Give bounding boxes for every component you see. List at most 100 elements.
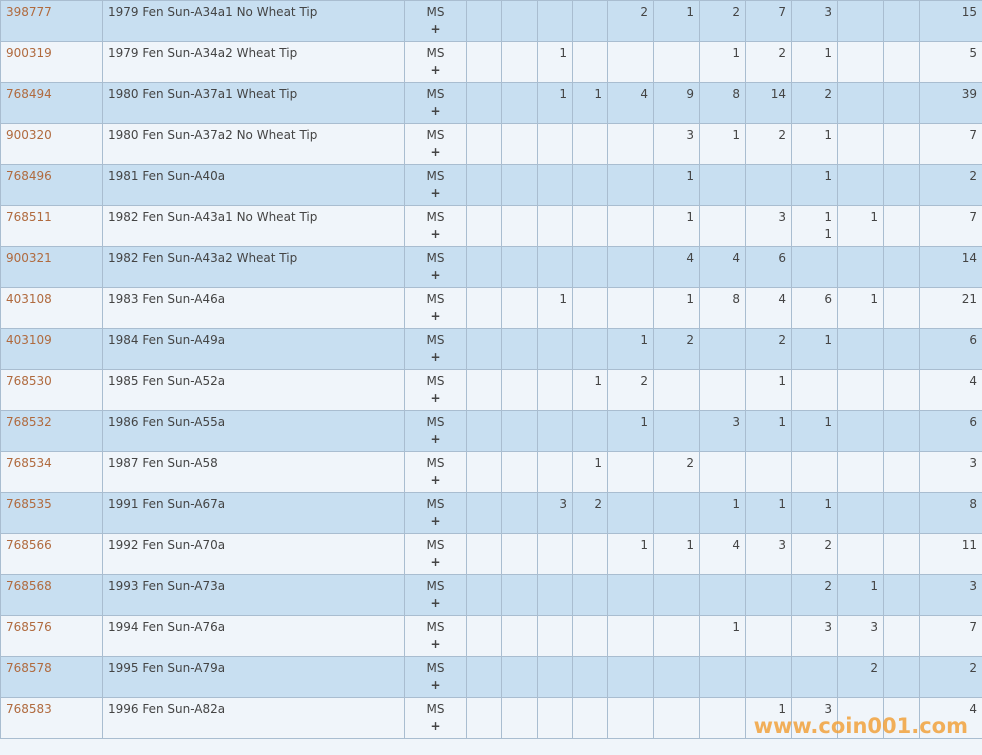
grade-count-cell <box>883 533 920 575</box>
description-cell: 1984 Fen Sun-A49a <box>102 328 405 370</box>
total-cell: 7 <box>919 205 982 247</box>
grade-cell: MS + <box>404 492 467 534</box>
total-cell: 4 <box>919 369 982 411</box>
coin-id-link[interactable]: 768496 <box>6 169 52 183</box>
grade-count-cell: 2 <box>653 328 700 370</box>
grade-count-cell <box>883 451 920 493</box>
grade-count-cell <box>837 246 884 288</box>
coin-id-link[interactable]: 768534 <box>6 456 52 470</box>
grade-count-cell <box>501 287 538 329</box>
grade-count-cell <box>466 697 502 739</box>
grade-count-cell: 2 <box>607 369 654 411</box>
coin-id-link[interactable]: 768566 <box>6 538 52 552</box>
grade-count-cell <box>883 615 920 657</box>
coin-id-link[interactable]: 768532 <box>6 415 52 429</box>
grade-count-cell: 1 <box>572 451 608 493</box>
grade-count-cell: 1 <box>791 410 838 452</box>
plus-expand-button[interactable]: + <box>430 719 441 733</box>
plus-expand-button[interactable]: + <box>430 145 441 159</box>
grade-cell: MS + <box>404 574 467 616</box>
plus-expand-button[interactable]: + <box>430 514 441 528</box>
plus-expand-button[interactable]: + <box>430 22 441 36</box>
coin-id-link[interactable]: 768511 <box>6 210 52 224</box>
grade-count-cell <box>466 492 502 534</box>
grade-count-cell: 1 <box>607 328 654 370</box>
grade-count-cell <box>699 574 746 616</box>
coin-id-link[interactable]: 398777 <box>6 5 52 19</box>
plus-expand-button[interactable]: + <box>430 637 441 651</box>
grade-count-cell: 6 <box>791 287 838 329</box>
grade-count-cell <box>699 451 746 493</box>
grade-count-cell: 3 <box>791 615 838 657</box>
grade-count-cell <box>501 328 538 370</box>
grade-label: MS <box>426 456 445 470</box>
grade-label: MS <box>426 46 445 60</box>
plus-expand-button[interactable]: + <box>430 596 441 610</box>
plus-expand-button[interactable]: + <box>430 391 441 405</box>
plus-expand-button[interactable]: + <box>430 268 441 282</box>
coin-id-link[interactable]: 900320 <box>6 128 52 142</box>
grade-count-cell: 1 <box>791 328 838 370</box>
coin-id-link[interactable]: 768576 <box>6 620 52 634</box>
grade-count-cell <box>501 82 538 124</box>
coin-id-link[interactable]: 403108 <box>6 292 52 306</box>
grade-count-cell: 1 <box>537 82 573 124</box>
grade-count-cell <box>883 574 920 616</box>
grade-count-cell: 1 <box>572 82 608 124</box>
grade-count-cell <box>537 533 573 575</box>
coin-id-link[interactable]: 403109 <box>6 333 52 347</box>
grade-count-cell <box>572 656 608 698</box>
grade-label: MS <box>426 374 445 388</box>
grade-count-cell <box>607 574 654 616</box>
grade-count-cell <box>501 697 538 739</box>
description-cell: 1980 Fen Sun-A37a2 No Wheat Tip <box>102 123 405 165</box>
grade-count-cell <box>572 205 608 247</box>
plus-expand-button[interactable]: + <box>430 63 441 77</box>
plus-expand-button[interactable]: + <box>430 432 441 446</box>
grade-count-cell <box>501 615 538 657</box>
coin-id-link[interactable]: 768494 <box>6 87 52 101</box>
grade-count-cell <box>466 205 502 247</box>
grade-count-cell: 4 <box>653 246 700 288</box>
grade-count-cell <box>466 369 502 411</box>
table-row: 900319 1979 Fen Sun-A34a2 Wheat Tip MS +1 1 2… <box>0 41 982 83</box>
plus-expand-button[interactable]: + <box>430 309 441 323</box>
plus-expand-button[interactable]: + <box>430 227 441 241</box>
plus-expand-button[interactable]: + <box>430 555 441 569</box>
total-cell: 6 <box>919 410 982 452</box>
plus-expand-button[interactable]: + <box>430 350 441 364</box>
plus-expand-button[interactable]: + <box>430 473 441 487</box>
plus-expand-button[interactable]: + <box>430 678 441 692</box>
grade-count-cell: 4 <box>699 533 746 575</box>
coin-id-link[interactable]: 768578 <box>6 661 52 675</box>
total-cell: 5 <box>919 41 982 83</box>
coin-id-link[interactable]: 768568 <box>6 579 52 593</box>
grade-count-cell <box>572 123 608 165</box>
coin-id-cell: 768496 <box>0 164 103 206</box>
table-row: 403109 1984 Fen Sun-A49a MS +1 2 2 1 6 <box>0 328 982 370</box>
grade-count-cell: 3 <box>745 533 792 575</box>
coin-id-cell: 768511 <box>0 205 103 247</box>
grade-count-cell <box>837 533 884 575</box>
plus-expand-button[interactable]: + <box>430 104 441 118</box>
grade-count-cell <box>607 205 654 247</box>
grade-label: MS <box>426 497 445 511</box>
grade-count-cell <box>837 164 884 206</box>
coin-id-link[interactable]: 768530 <box>6 374 52 388</box>
grade-count-cell <box>537 615 573 657</box>
grade-count-cell: 2 <box>791 533 838 575</box>
coin-id-link[interactable]: 900321 <box>6 251 52 265</box>
grade-count-cell: 1 <box>653 164 700 206</box>
grade-count-cell: 3 <box>791 0 838 42</box>
grade-count-cell <box>883 287 920 329</box>
coin-id-link[interactable]: 768583 <box>6 702 52 716</box>
coin-id-cell: 768530 <box>0 369 103 411</box>
description-cell: 1980 Fen Sun-A37a1 Wheat Tip <box>102 82 405 124</box>
coin-id-link[interactable]: 900319 <box>6 46 52 60</box>
coin-id-cell: 768578 <box>0 656 103 698</box>
coin-id-link[interactable]: 768535 <box>6 497 52 511</box>
grade-count-cell <box>837 123 884 165</box>
grade-count-cell <box>537 656 573 698</box>
plus-expand-button[interactable]: + <box>430 186 441 200</box>
grade-count-cell <box>837 369 884 411</box>
